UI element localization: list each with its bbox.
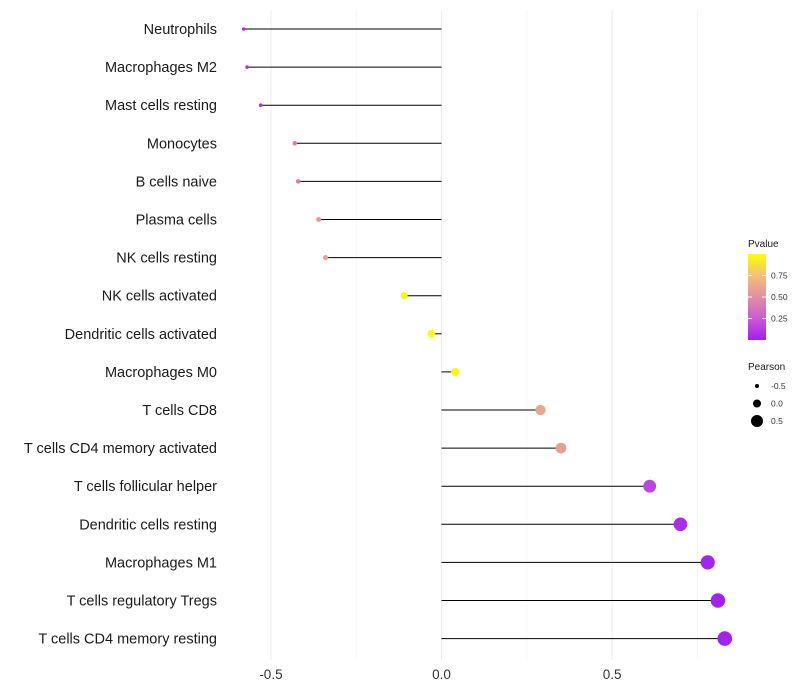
category-labels: Neutrophils Macrophages M2 Mast cells rest…	[24, 22, 217, 648]
pvalue-colorbar	[748, 254, 766, 340]
category-label: NK cells resting	[116, 251, 217, 267]
category-label: Macrophages M2	[105, 60, 217, 76]
pvalue-legend: Pvalue 0.25 0.50 0.75	[748, 239, 788, 340]
lollipop-stems	[243, 28, 725, 640]
size-legend-point	[753, 399, 761, 408]
x-tick-label: 0.0	[432, 667, 451, 682]
category-label: Monocytes	[147, 136, 217, 152]
lollipop-point	[400, 292, 408, 300]
pvalue-legend-title: Pvalue	[748, 239, 779, 250]
colorbar-tick-label: 0.50	[771, 292, 788, 302]
category-label: B cells naive	[136, 174, 217, 190]
size-legend-label: 0.5	[771, 416, 783, 426]
lollipop-point	[322, 254, 329, 261]
lollipop-point	[241, 27, 246, 31]
lollipop-point	[427, 329, 436, 338]
x-tick-label: 0.5	[603, 667, 622, 682]
size-legend-label: 0.0	[771, 399, 783, 409]
lollipop-point	[555, 442, 567, 454]
category-label: Neutrophils	[144, 22, 217, 38]
category-label: Dendritic cells resting	[79, 517, 217, 533]
pearson-legend: Pearson -0.5 0.0 0.5	[748, 362, 786, 427]
x-tick-label: -0.5	[259, 667, 282, 682]
x-axis-tick-labels: -0.5 0.0 0.5	[259, 667, 621, 682]
lollipop-point	[292, 141, 298, 146]
category-label: Macrophages M1	[105, 555, 217, 571]
lollipop-point	[245, 65, 249, 69]
lollipop-point	[316, 216, 322, 223]
category-label: NK cells activated	[102, 289, 217, 305]
colorbar-tick-label: 0.25	[771, 314, 788, 324]
category-label: Dendritic cells activated	[65, 327, 217, 343]
colorbar-tick-label: 0.75	[771, 271, 788, 281]
category-label: Macrophages M0	[105, 365, 217, 381]
grid-lines	[270, 10, 698, 660]
category-label: T cells follicular helper	[74, 479, 217, 495]
lollipop-point	[700, 555, 715, 570]
lollipop-points	[241, 27, 733, 646]
size-legend-point	[755, 384, 759, 388]
lollipop-point	[295, 179, 301, 184]
pearson-legend-title: Pearson	[748, 362, 785, 373]
lollipop-point	[258, 103, 263, 108]
category-label: T cells CD4 memory resting	[38, 632, 217, 648]
lollipop-point	[643, 479, 657, 493]
lollipop-point	[710, 593, 726, 608]
size-legend-point	[751, 415, 763, 427]
lollipop-point	[451, 367, 460, 377]
lollipop-point	[535, 404, 546, 416]
category-label: T cells CD8	[142, 403, 217, 419]
lollipop-point	[673, 517, 688, 532]
category-label: T cells CD4 memory activated	[24, 441, 217, 457]
category-label: Plasma cells	[136, 213, 217, 229]
lollipop-point	[717, 631, 733, 646]
category-label: T cells regulatory Tregs	[67, 594, 217, 610]
size-legend-label: -0.5	[771, 381, 786, 391]
category-label: Mast cells resting	[105, 98, 217, 114]
